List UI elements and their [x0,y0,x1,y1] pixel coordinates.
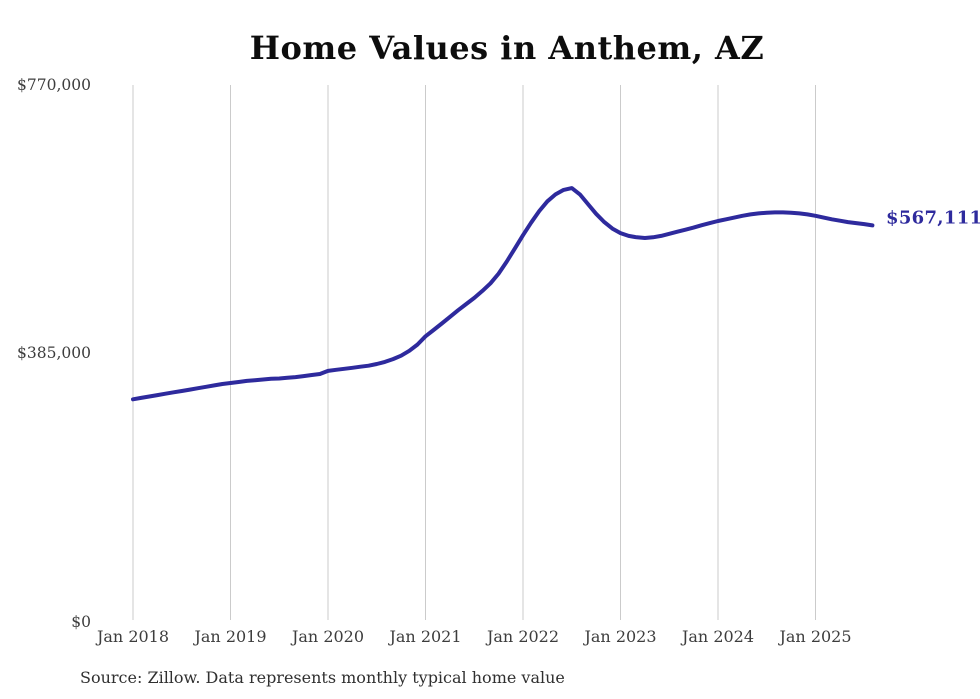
x-axis-label: Jan 2024 [681,627,755,646]
home-value-line [131,186,875,402]
latest-value-label: $567,111 [886,207,980,229]
source-note: Source: Zillow. Data represents monthly … [80,668,565,687]
x-axis-label: Jan 2022 [486,627,560,646]
x-axis-label: Jan 2020 [291,627,365,646]
x-axis-label: Jan 2021 [389,627,462,646]
x-axis-label: Jan 2025 [779,627,852,646]
x-axis-label: Jan 2023 [584,627,657,646]
y-axis-label-770000: $770,000 [17,76,91,94]
vertical-gridlines [132,85,816,620]
y-axis-label-0: $0 [71,613,91,631]
x-axis-label: Jan 2019 [194,627,267,646]
x-axis-label: Jan 2018 [96,627,170,646]
chart-title: Home Values in Anthem, AZ [249,29,765,67]
y-axis-label-385000: $385,000 [17,344,91,362]
